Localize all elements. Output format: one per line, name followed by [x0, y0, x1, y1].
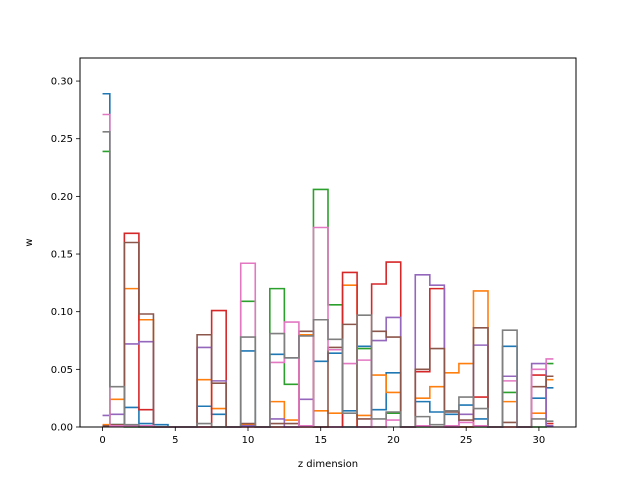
x-tick-label: 30 — [533, 435, 546, 446]
x-tick-label: 0 — [99, 435, 105, 446]
x-tick-label: 15 — [314, 435, 327, 446]
plot-frame — [79, 57, 577, 428]
x-tick-label: 20 — [387, 435, 400, 446]
x-tick-label: 5 — [172, 435, 178, 446]
x-tick-label: 10 — [242, 435, 255, 446]
x-axis-ticks: 0 5 10 15 20 25 30 — [99, 427, 545, 446]
x-tick-label: 25 — [460, 435, 473, 446]
x-axis-label: z dimension — [298, 459, 358, 470]
y-axis-ticks: 0.00 0.05 0.10 0.15 0.20 0.25 0.30 — [51, 77, 80, 434]
y-tick-label: 0.05 — [51, 365, 73, 376]
y-tick-label: 0.15 — [51, 250, 73, 261]
y-tick-label: 0.25 — [51, 134, 73, 145]
y-axis-label: w — [24, 238, 35, 246]
y-tick-label: 0.00 — [51, 423, 73, 434]
y-tick-label: 0.10 — [51, 307, 73, 318]
y-tick-label: 0.30 — [51, 77, 73, 88]
y-tick-label: 0.20 — [51, 192, 73, 203]
